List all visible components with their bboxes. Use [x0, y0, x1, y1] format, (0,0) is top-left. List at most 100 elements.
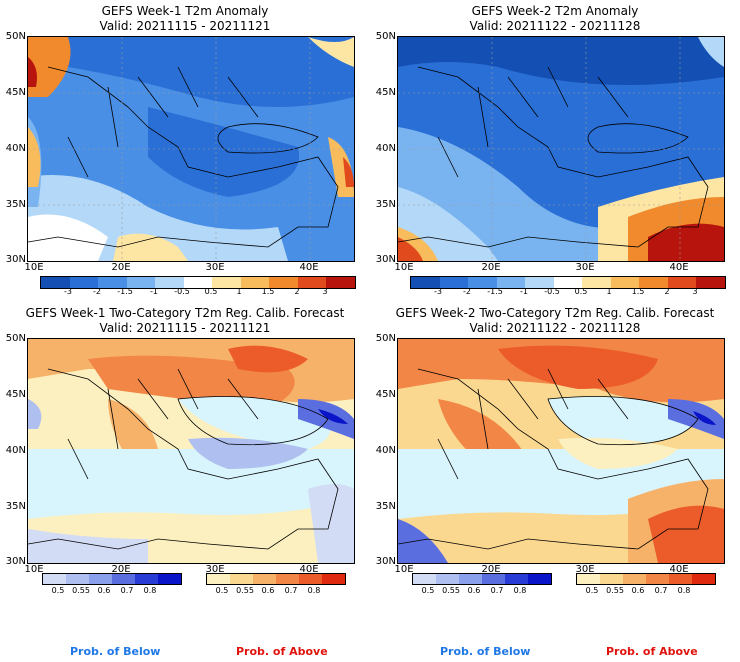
lat-label: 35N: [5, 501, 26, 512]
prob-above-colorbar-week1: [206, 573, 346, 585]
colorbar-swatch: [98, 277, 127, 288]
colorbar-swatch: [669, 574, 692, 584]
panel1-title: GEFS Week-1 T2m Anomaly Valid: 20211115 …: [20, 4, 350, 34]
colorbar-label: 0.5: [215, 586, 229, 595]
colorbar-swatch: [459, 574, 482, 584]
colorbar-swatch: [43, 574, 66, 584]
colorbar-label: 0.8: [513, 586, 527, 595]
colorbar-label: 0.8: [143, 586, 157, 595]
week1-probability-map: [27, 338, 355, 564]
lat-label: 45N: [5, 87, 26, 98]
panel1-title-line1: GEFS Week-1 T2m Anomaly: [101, 4, 269, 18]
colorbar-label: 0.6: [97, 586, 111, 595]
colorbar-swatch: [276, 574, 299, 584]
colorbar-swatch: [577, 574, 600, 584]
colorbar-swatch: [158, 574, 181, 584]
lat-label: 45N: [5, 389, 26, 400]
lon-label: 10E: [24, 564, 44, 575]
lon-label: 40E: [299, 262, 319, 273]
colorbar-label: 1.5: [631, 287, 645, 296]
colorbar-label: -1: [150, 287, 158, 296]
colorbar-label: 1: [606, 287, 612, 296]
lon-label: 30E: [575, 564, 595, 575]
lon-label: 30E: [205, 564, 225, 575]
prob-above-colorbar-week2: [576, 573, 716, 585]
panel3-title-line1: GEFS Week-1 Two-Category T2m Reg. Calib.…: [25, 306, 345, 320]
colorbar-label: 0.55: [72, 586, 90, 595]
colorbar-label: -1.5: [487, 287, 503, 296]
prob-below-colorbar-week1: [42, 573, 182, 585]
colorbar-label: 0.5: [585, 586, 599, 595]
colorbar-label: 0.5: [204, 287, 218, 296]
colorbar-label: 0.5: [574, 287, 588, 296]
colorbar-label: 2: [294, 287, 300, 296]
colorbar-label: -2: [93, 287, 101, 296]
colorbar-label: 0.6: [261, 586, 275, 595]
colorbar-swatch: [240, 277, 270, 288]
colorbar-swatch: [528, 574, 551, 584]
lon-label: 20E: [111, 564, 131, 575]
lat-label: 40N: [5, 143, 26, 154]
lon-label: 40E: [299, 564, 319, 575]
anomaly-colorbar-week2: [410, 276, 726, 289]
colorbar-swatch: [253, 574, 276, 584]
colorbar-label: 0.5: [421, 586, 435, 595]
colorbar-swatch: [207, 574, 230, 584]
colorbar-swatch: [230, 574, 253, 584]
colorbar-swatch: [468, 277, 497, 288]
colorbar-label: 1: [236, 287, 242, 296]
panel2-title: GEFS Week-2 T2m Anomaly Valid: 20211122 …: [390, 4, 720, 34]
colorbar-label: -2: [463, 287, 471, 296]
panel3-title-line2: Valid: 20211115 - 20211121: [99, 321, 271, 335]
week2-probability-map: [397, 338, 725, 564]
colorbar-swatch: [525, 277, 554, 288]
colorbar-label: 0.7: [490, 586, 504, 595]
prob-below-colorbar-week2: [412, 573, 552, 585]
lat-label: 40N: [375, 445, 396, 456]
prob-above-label-week2: Prob. of Above: [606, 645, 698, 658]
week2-anomaly-map: [397, 36, 725, 262]
colorbar-label: 0.8: [307, 586, 321, 595]
lon-label: 20E: [481, 262, 501, 273]
colorbar-swatch: [696, 277, 726, 288]
colorbar-swatch: [692, 574, 715, 584]
lat-label: 45N: [375, 87, 396, 98]
colorbar-swatch: [439, 277, 469, 288]
prob-below-label-week1: Prob. of Below: [70, 645, 161, 658]
colorbar-swatch: [326, 277, 356, 288]
lat-label: 35N: [375, 501, 396, 512]
lat-label: 30N: [5, 556, 26, 567]
lon-label: 10E: [394, 564, 414, 575]
panel2-title-line1: GEFS Week-2 T2m Anomaly: [471, 4, 639, 18]
colorbar-label: 3: [692, 287, 698, 296]
lon-label: 30E: [205, 262, 225, 273]
colorbar-swatch: [89, 574, 112, 584]
lat-label: 50N: [375, 31, 396, 42]
colorbar-swatch: [212, 277, 241, 288]
colorbar-swatch: [413, 574, 436, 584]
colorbar-swatch: [610, 277, 640, 288]
lat-label: 35N: [5, 199, 26, 210]
colorbar-label: -1.5: [117, 287, 133, 296]
colorbar-swatch: [600, 574, 623, 584]
colorbar-label: -0.5: [544, 287, 560, 296]
lon-label: 10E: [24, 262, 44, 273]
lon-label: 40E: [669, 262, 689, 273]
colorbar-swatch: [322, 574, 345, 584]
colorbar-label: 0.7: [120, 586, 134, 595]
colorbar-label: 0.5: [51, 586, 65, 595]
colorbar-swatch: [553, 277, 583, 288]
colorbar-swatch: [66, 574, 89, 584]
colorbar-swatch: [623, 574, 646, 584]
colorbar-label: -0.5: [174, 287, 190, 296]
lon-label: 20E: [111, 262, 131, 273]
panel1-title-line2: Valid: 20211115 - 20211121: [99, 19, 271, 33]
lat-label: 35N: [375, 199, 396, 210]
colorbar-label: -3: [64, 287, 72, 296]
panel2-title-line2: Valid: 20211122 - 20211128: [469, 19, 641, 33]
lat-label: 50N: [5, 333, 26, 344]
lat-label: 30N: [375, 254, 396, 265]
lat-label: 30N: [375, 556, 396, 567]
colorbar-label: 0.7: [284, 586, 298, 595]
colorbar-swatch: [41, 277, 70, 288]
